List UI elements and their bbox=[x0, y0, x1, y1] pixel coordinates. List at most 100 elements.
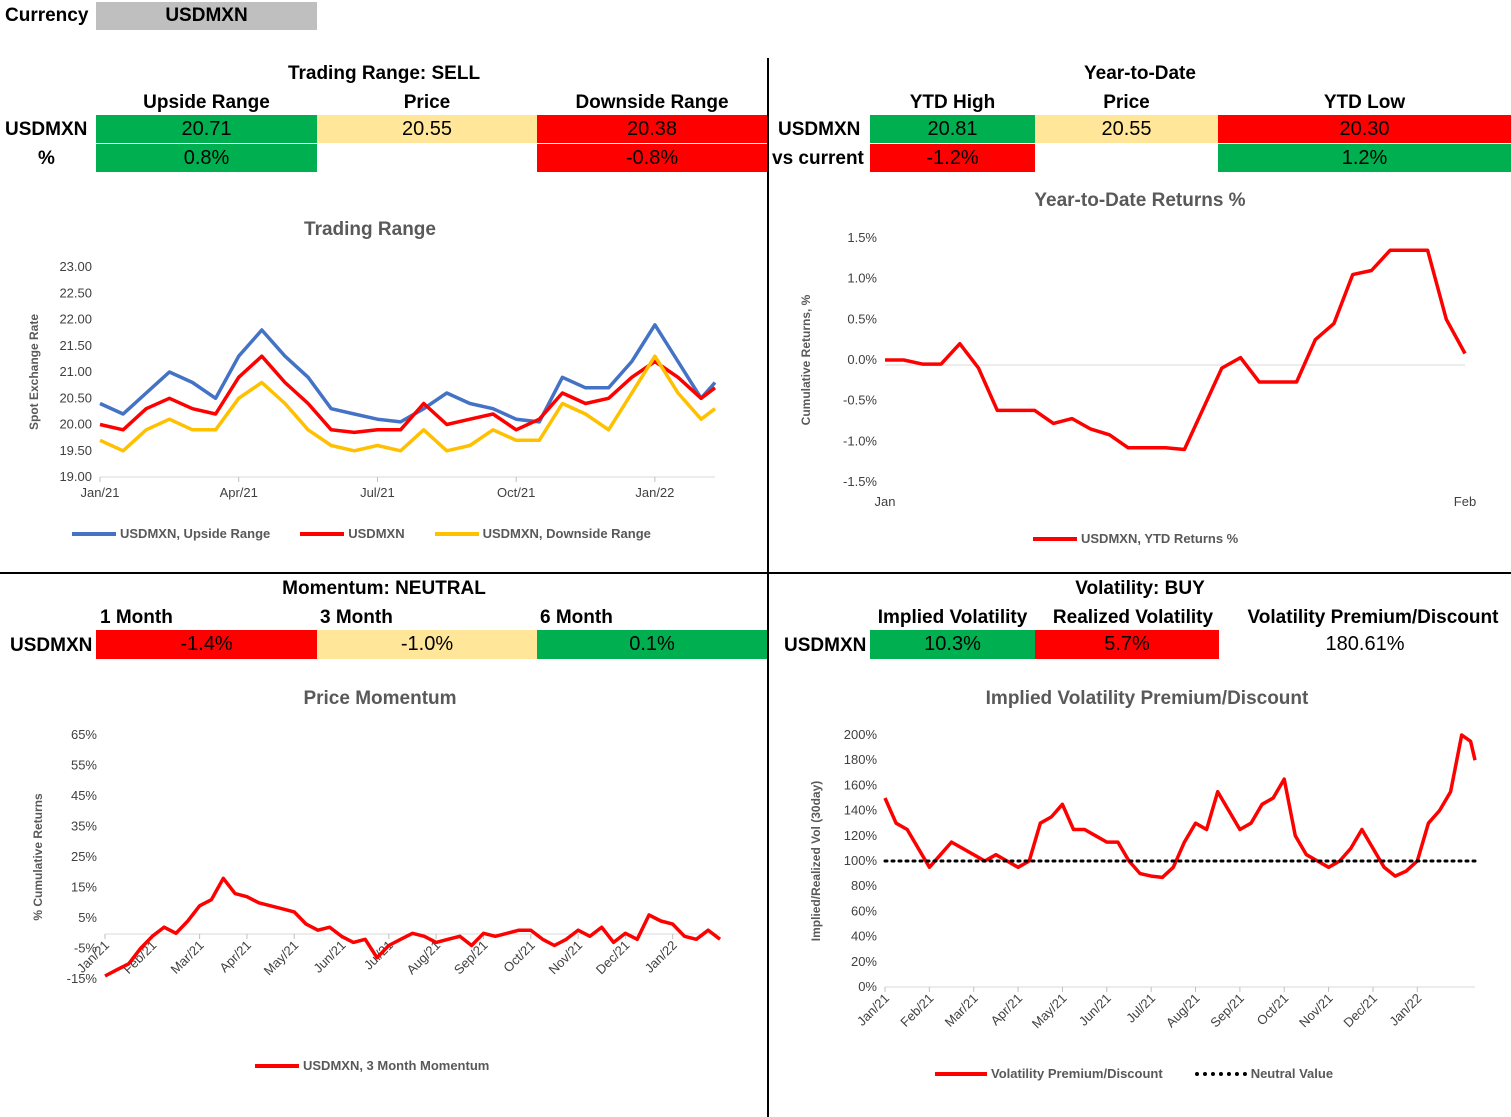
y-tick-label: 40% bbox=[851, 929, 877, 944]
momentum-title: Momentum: NEUTRAL bbox=[282, 578, 486, 599]
currency-label: Currency bbox=[5, 5, 89, 26]
trading-range-title: Trading Range: SELL bbox=[287, 63, 481, 84]
row-label-percent: % bbox=[38, 148, 55, 169]
y-tick-label: 0% bbox=[858, 979, 877, 994]
y-axis-label: Implied/Realized Vol (30day) bbox=[809, 781, 823, 942]
x-tick-label: Jan/21 bbox=[80, 485, 119, 500]
realized-vol-value: 5.7% bbox=[1035, 630, 1219, 659]
legend-swatch-ytd bbox=[1033, 536, 1077, 541]
col-ytd-low: YTD Low bbox=[1323, 92, 1406, 113]
legend-momentum-label: USDMXN, 3 Month Momentum bbox=[303, 1058, 490, 1073]
x-tick-label: Jun/21 bbox=[310, 938, 348, 976]
y-tick-label: 60% bbox=[851, 903, 877, 918]
series-line-0 bbox=[104, 876, 722, 978]
divider-horizontal bbox=[0, 572, 1511, 574]
x-tick-label: Oct/21 bbox=[500, 938, 538, 976]
x-tick-label: Apr/21 bbox=[216, 938, 254, 976]
x-tick-label: Jan/22 bbox=[635, 485, 674, 500]
x-tick-label: Jan/22 bbox=[642, 938, 680, 976]
downside-value: 20.38 bbox=[537, 115, 767, 143]
x-tick-label: Mar/21 bbox=[168, 938, 207, 977]
volatility-row-label: USDMXN bbox=[784, 635, 867, 656]
x-tick-label: Nov/21 bbox=[1296, 991, 1336, 1031]
x-tick-label: Jan/22 bbox=[1386, 991, 1424, 1029]
downside-pct: -0.8% bbox=[537, 144, 767, 172]
x-tick-label: Aug/21 bbox=[1163, 991, 1203, 1031]
legend-swatch-spot bbox=[300, 531, 345, 536]
x-tick-label: May/21 bbox=[1029, 991, 1070, 1032]
y-tick-label: 100% bbox=[844, 853, 878, 868]
ytd-price-value: 20.55 bbox=[1035, 115, 1218, 143]
legend-swatch-downside bbox=[434, 531, 479, 536]
y-tick-label: 65% bbox=[71, 727, 97, 742]
x-tick-label: Apr/21 bbox=[988, 991, 1026, 1029]
currency-selector[interactable]: USDMXN bbox=[96, 2, 317, 30]
legend-premium-label: Volatility Premium/Discount bbox=[991, 1066, 1163, 1081]
trading-range-chart: 19.00 19.50 20.00 20.50 21.00 21.50 22.00 22.50… bbox=[27, 259, 717, 500]
x-tick-label: Jul/21 bbox=[360, 485, 395, 500]
y-tick-label: -1.5% bbox=[843, 474, 877, 489]
legend-ytd-label: USDMXN, YTD Returns % bbox=[1081, 531, 1239, 546]
y-tick-label: 35% bbox=[71, 819, 97, 834]
x-tick-label: Oct/21 bbox=[1254, 991, 1292, 1029]
chart-title-ytd-returns: Year-to-Date Returns % bbox=[1034, 190, 1246, 211]
col-6-month: 6 Month bbox=[540, 607, 613, 628]
y-tick-label: 19.00 bbox=[59, 469, 92, 484]
x-tick-label: Apr/21 bbox=[220, 485, 258, 500]
implied-vol-value: 10.3% bbox=[870, 630, 1035, 659]
x-tick-label: Jan/21 bbox=[854, 991, 892, 1029]
y-tick-label: 120% bbox=[844, 828, 878, 843]
col-upside-range: Upside Range bbox=[143, 92, 270, 113]
row-label-pair: USDMXN bbox=[5, 119, 88, 140]
y-tick-label: 0.5% bbox=[847, 311, 877, 326]
legend-spot-label: USDMXN bbox=[348, 526, 405, 541]
y-axis-label: Cumulative Returns, % bbox=[799, 294, 813, 425]
vol-premium-value: 180.61% bbox=[1325, 633, 1405, 655]
y-tick-label: 160% bbox=[844, 777, 878, 792]
legend-upside-label: USDMXN, Upside Range bbox=[120, 526, 271, 541]
x-tick-label: Jul/21 bbox=[1123, 991, 1158, 1026]
ytd-row-label-pair: USDMXN bbox=[778, 119, 861, 140]
y-tick-label: 20% bbox=[851, 954, 877, 969]
legend-downside-label: USDMXN, Downside Range bbox=[482, 526, 651, 541]
y-tick-label: 0.0% bbox=[847, 352, 877, 367]
momentum-6m-value: 0.1% bbox=[537, 630, 767, 659]
x-tick-label: Feb bbox=[1454, 494, 1476, 509]
x-tick-label: Feb/21 bbox=[120, 938, 159, 977]
x-tick-label: Feb/21 bbox=[897, 991, 936, 1030]
y-tick-label: -15% bbox=[67, 971, 98, 986]
chart-title-price-momentum: Price Momentum bbox=[303, 688, 457, 709]
y-tick-label: 23.00 bbox=[59, 259, 92, 274]
x-tick-label: Jan bbox=[875, 494, 896, 509]
legend-ytd: USDMXN, YTD Returns % bbox=[1033, 531, 1238, 546]
x-tick-label: Mar/21 bbox=[942, 991, 981, 1030]
y-axis-label: Spot Exchange Rate bbox=[27, 314, 41, 430]
series-line-0 bbox=[885, 248, 1467, 452]
col-downside-range: Downside Range bbox=[575, 92, 729, 113]
y-tick-label: 55% bbox=[71, 758, 97, 773]
y-tick-label: 45% bbox=[71, 788, 97, 803]
y-tick-label: 25% bbox=[71, 849, 97, 864]
legend-swatch-momentum bbox=[255, 1063, 299, 1068]
y-tick-label: 20.00 bbox=[59, 417, 92, 432]
x-tick-label: Dec/21 bbox=[1340, 991, 1380, 1031]
y-tick-label: 5% bbox=[78, 910, 97, 925]
price-momentum-chart: -15% -5% 5% 15% 25% 35% 45% 55% 65% % Cumulative … bbox=[31, 727, 722, 986]
ytd-low-value: 20.30 bbox=[1218, 115, 1511, 143]
y-tick-label: -5% bbox=[74, 941, 98, 956]
ytd-low-pct: 1.2% bbox=[1218, 144, 1511, 172]
price-value: 20.55 bbox=[317, 115, 537, 143]
col-vol-premium: Volatility Premium/Discount bbox=[1247, 607, 1499, 628]
y-tick-label: 21.50 bbox=[59, 338, 92, 353]
col-3-month: 3 Month bbox=[320, 607, 393, 628]
legend-vol: Volatility Premium/Discount Neutral Valu… bbox=[935, 1066, 1333, 1081]
momentum-3m-value: -1.0% bbox=[317, 630, 537, 659]
legend-swatch-upside bbox=[72, 531, 116, 536]
y-tick-label: 22.00 bbox=[59, 312, 92, 327]
y-tick-label: 80% bbox=[851, 878, 877, 893]
col-ytd-price: Price bbox=[1103, 92, 1150, 113]
col-realized-vol: Realized Volatility bbox=[1052, 607, 1214, 628]
momentum-1m-value: -1.4% bbox=[96, 630, 317, 659]
legend-trading-range: USDMXN, Upside Range USDMXN USDMXN, Down… bbox=[72, 526, 651, 541]
ytd-title: Year-to-Date bbox=[1084, 63, 1196, 84]
